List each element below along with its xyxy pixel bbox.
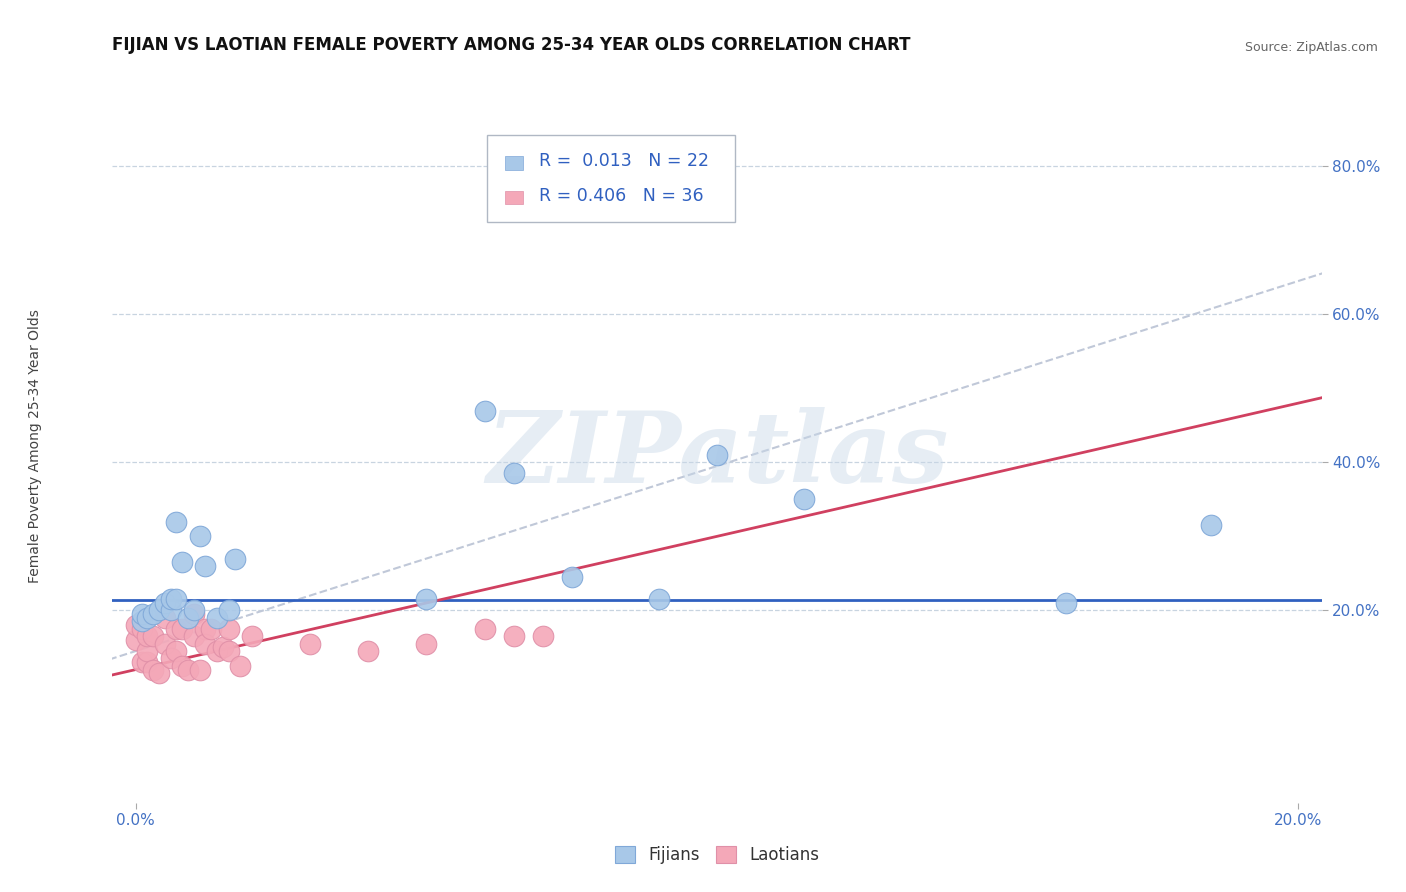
Text: ZIPatlas: ZIPatlas (486, 407, 948, 503)
Point (136, 629, 159, 643)
Point (165, 592, 187, 607)
Point (502, 467, 524, 481)
Point (131, 615, 153, 629)
Point (183, 629, 205, 643)
Point (177, 611, 200, 625)
Point (165, 622, 187, 636)
Point (136, 644, 159, 658)
Text: R = 0.406   N = 36: R = 0.406 N = 36 (540, 187, 704, 205)
Point (218, 622, 240, 636)
Point (153, 611, 176, 625)
Point (136, 611, 159, 625)
Point (415, 637, 437, 651)
FancyBboxPatch shape (488, 135, 735, 222)
Point (153, 596, 176, 610)
Point (131, 622, 153, 636)
Point (159, 603, 181, 617)
Point (125, 632, 148, 647)
Legend: Fijians, Laotians: Fijians, Laotians (607, 839, 827, 871)
Point (165, 644, 187, 658)
Point (205, 611, 228, 625)
Point (188, 663, 211, 677)
Point (357, 644, 380, 658)
Point (177, 663, 200, 677)
Text: Female Poverty Among 25-34 Year Olds: Female Poverty Among 25-34 Year Olds (28, 309, 42, 583)
Text: Source: ZipAtlas.com: Source: ZipAtlas.com (1244, 40, 1378, 54)
Point (1054, 596, 1077, 610)
Point (142, 629, 165, 643)
Point (172, 658, 194, 673)
Point (142, 607, 165, 621)
Point (125, 618, 148, 632)
Text: R =  0.013   N = 22: R = 0.013 N = 22 (540, 153, 709, 170)
Point (218, 603, 240, 617)
Point (229, 658, 252, 673)
Point (194, 622, 217, 636)
Point (1199, 518, 1222, 533)
Point (183, 603, 205, 617)
Point (183, 607, 205, 621)
Point (474, 403, 496, 417)
Point (218, 644, 240, 658)
Point (153, 637, 176, 651)
Point (793, 492, 815, 507)
Point (131, 607, 153, 621)
Point (648, 592, 671, 607)
Point (131, 655, 153, 669)
Point (706, 448, 728, 462)
Point (224, 551, 246, 566)
Point (299, 637, 322, 651)
Point (172, 555, 194, 569)
Point (194, 558, 217, 573)
Point (240, 629, 263, 643)
Point (172, 622, 194, 636)
Point (561, 570, 583, 584)
Point (200, 622, 222, 636)
Point (188, 529, 211, 543)
Point (148, 603, 170, 617)
Point (159, 651, 181, 665)
Point (205, 644, 228, 658)
Point (474, 622, 496, 636)
Point (194, 637, 217, 651)
Text: FIJIAN VS LAOTIAN FEMALE POVERTY AMONG 25-34 YEAR OLDS CORRELATION CHART: FIJIAN VS LAOTIAN FEMALE POVERTY AMONG 2… (112, 36, 911, 54)
FancyBboxPatch shape (506, 191, 523, 204)
Point (502, 629, 524, 643)
Point (415, 592, 437, 607)
Point (142, 663, 165, 677)
FancyBboxPatch shape (506, 156, 523, 169)
Point (159, 592, 181, 607)
Point (136, 655, 159, 669)
Point (531, 629, 554, 643)
Point (212, 640, 235, 655)
Point (148, 666, 170, 681)
Point (165, 515, 187, 529)
